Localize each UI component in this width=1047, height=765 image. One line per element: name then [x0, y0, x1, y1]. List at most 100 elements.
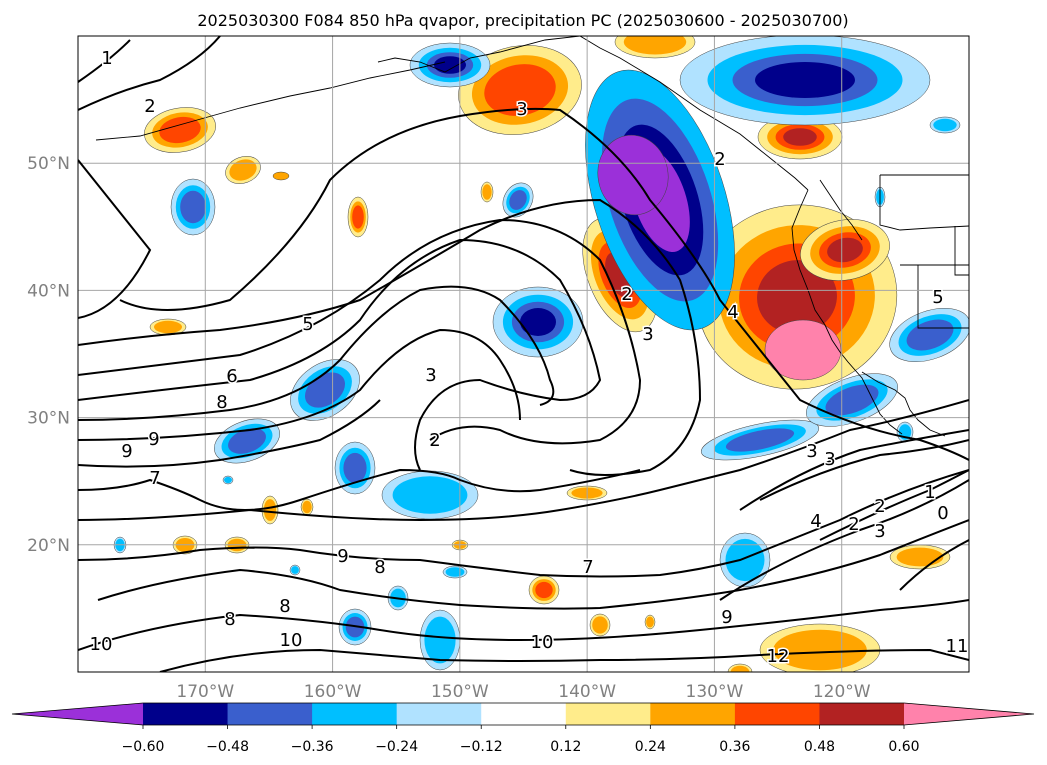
qvapor-contour-layer [78, 36, 969, 672]
qvapor-contour-line [78, 198, 702, 476]
precip-fill-shape [535, 581, 553, 599]
qvapor-contour-line [78, 468, 641, 511]
colorbar-segment [650, 703, 736, 725]
precip-fill-shape [424, 616, 456, 664]
contour-label: 9 [121, 441, 132, 462]
latitude-tick-label: 20°N [27, 536, 70, 556]
colorbar-segment [396, 703, 482, 725]
colorbar-extend-low [12, 703, 143, 725]
contour-label: 2 [848, 514, 859, 535]
colorbar-tick-label: 0.36 [719, 739, 750, 755]
contour-label: 3 [425, 365, 436, 386]
longitude-tick-label: 130°W [686, 682, 744, 702]
contour-label: 8 [279, 596, 290, 617]
precip-fill-shape [484, 64, 556, 116]
coastline-segment [95, 61, 446, 141]
contour-label: 7 [582, 557, 593, 578]
qvapor-contour-line [78, 469, 969, 578]
contour-label: 8 [216, 392, 227, 413]
longitude-tick-label: 170°W [176, 682, 234, 702]
contour-label: 7 [149, 468, 160, 489]
precip-fill-shape [725, 538, 765, 582]
contour-label: 5 [932, 287, 943, 308]
qvapor-contour-line [719, 479, 969, 601]
qvapor-contour-line [739, 429, 969, 511]
precip-fill-shape [757, 260, 837, 334]
contour-label: 4 [810, 511, 821, 532]
qvapor-contour-line [78, 39, 131, 83]
coastline-segment [377, 36, 581, 73]
contour-label: 2 [714, 149, 725, 170]
longitude-tick-label: 140°W [558, 682, 616, 702]
contour-label: 8 [374, 557, 385, 578]
precip-fill-shape [933, 118, 957, 132]
qvapor-contour-line [899, 539, 969, 591]
qvapor-contour-line [78, 238, 602, 471]
colorbar-tick-label: 0.48 [804, 739, 835, 755]
colorbar-segment [227, 703, 313, 725]
contour-label: 3 [516, 99, 527, 120]
contour-label: 1 [924, 482, 935, 503]
precip-fill-shape [392, 476, 468, 514]
precip-fill-shape [302, 500, 312, 514]
longitude-tick-label: 150°W [431, 682, 489, 702]
contour-label: 9 [721, 607, 732, 628]
precip-fill-shape [291, 566, 299, 574]
precip-fill-shape [825, 384, 879, 416]
coastline-segment [791, 189, 903, 435]
qvapor-contour-line [78, 399, 381, 468]
qvapor-contour-line [78, 399, 969, 522]
qvapor-contour-line [78, 599, 969, 651]
qvapor-contour-line [159, 648, 969, 672]
precip-fill-shape [783, 128, 817, 146]
contour-label: 10 [280, 630, 303, 651]
precip-fill-shape [725, 428, 795, 452]
precip-fill-layer [113, 36, 969, 672]
contour-label: 10 [531, 632, 554, 653]
colorbar-segment [565, 703, 651, 725]
contour-label: 3 [642, 324, 653, 345]
longitude-tick-label: 120°W [813, 682, 871, 702]
contour-label: 6 [226, 366, 237, 387]
latitude-tick-label: 40°N [27, 281, 70, 301]
contour-label: 9 [148, 429, 159, 450]
precip-fill-shape [180, 190, 206, 224]
qvapor-contour-line [78, 285, 555, 421]
contour-label: 3 [806, 441, 817, 462]
coastline-segment [879, 174, 969, 329]
colorbar-tick-label: −0.48 [206, 739, 249, 755]
qvapor-contour-line [78, 218, 642, 445]
precip-fill-shape [755, 62, 855, 98]
colorbar: −0.60 −0.48 −0.36 −0.24 −0.12 0.12 0.24 0.36 0.4… [11, 702, 1035, 755]
coastline-segment [579, 36, 809, 191]
chart-title: 2025030300 F084 850 hPa qvapor, precipit… [197, 11, 848, 30]
colorbar-extend-high [904, 703, 1034, 725]
precip-fill-shape [827, 237, 863, 263]
precip-fill-shape [592, 616, 608, 634]
colorbar-tick-label: −0.12 [460, 739, 503, 755]
precip-fill-shape [154, 320, 182, 334]
contour-label: 8 [224, 609, 235, 630]
qvapor-contour-line [78, 36, 221, 111]
latitude-tick-label: 30°N [27, 409, 70, 429]
colorbar-tick-label: 0.60 [888, 739, 919, 755]
colorbar-tick-label: 0.24 [635, 739, 666, 755]
contour-label: 2 [621, 284, 632, 305]
precip-fill-shape [263, 499, 277, 521]
map-frame [77, 35, 970, 673]
precip-fill-shape [773, 629, 867, 671]
latitude-tick-label: 50°N [27, 154, 70, 174]
contour-label: 3 [824, 449, 835, 470]
precip-fill-shape [352, 205, 364, 229]
colorbar-tick-label: −0.36 [291, 739, 334, 755]
precip-fill-shape [646, 616, 654, 628]
contour-label: 11 [946, 636, 969, 657]
colorbar-segment [312, 703, 398, 725]
contour-label: 4 [727, 302, 738, 323]
precip-fill-shape [228, 428, 266, 454]
precip-fill-shape [482, 184, 492, 200]
contour-label: 2 [144, 96, 155, 117]
